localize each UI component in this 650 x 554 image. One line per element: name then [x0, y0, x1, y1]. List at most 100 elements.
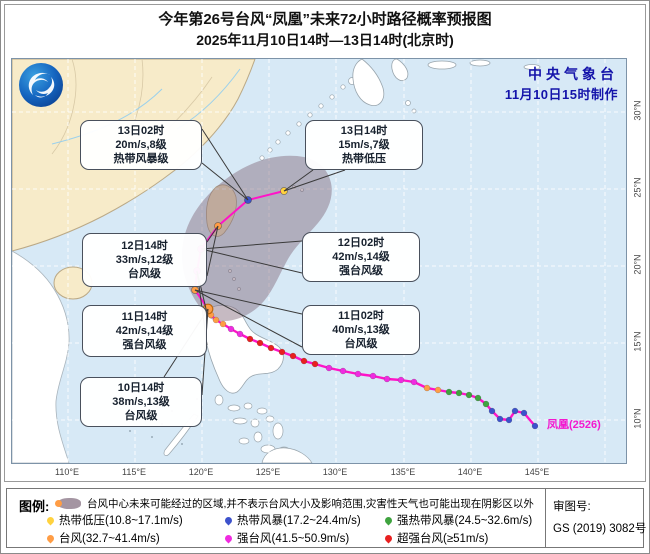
callout-time: 12日02时 — [337, 236, 385, 249]
map-panel: 中央气象台 11月10日15时制作 凤凰(2526) 13日02时 20m/s,8… — [11, 58, 627, 464]
callout-box: 12日14时 33m/s,12级 台风级 — [82, 233, 207, 287]
callout-leader-line — [194, 289, 303, 348]
longitude-tick-label: 120°E — [188, 467, 214, 477]
callout-wind: 38m/s,13级 — [112, 395, 170, 408]
callout-leader-line — [200, 248, 303, 274]
longitude-tick-label: 135°E — [390, 467, 416, 477]
observed-track-point — [531, 422, 539, 430]
callout-intensity: 台风级 — [128, 268, 161, 281]
callout-intensity: 强台风级 — [122, 339, 167, 352]
legend-item-label: 热带风暴(17.2~24.4m/s) — [237, 515, 361, 527]
legend-panel: 图例: 台风中心未来可能经过的区域,并不表示台风大小及影响范围,灾害性天气也可能… — [6, 488, 646, 548]
observed-track-point — [219, 320, 227, 328]
callout-wind: 42m/s,14级 — [115, 324, 174, 337]
callout-leader-line — [283, 169, 314, 192]
observed-track-point — [289, 352, 297, 360]
callout-leader-line — [200, 240, 303, 250]
observed-track-point — [267, 344, 275, 352]
legend-marker-icon — [383, 515, 394, 525]
observed-track-point — [474, 394, 482, 402]
legend-title: 图例: — [19, 499, 50, 514]
callout-leader-line — [201, 128, 249, 201]
latitude-tick-label: 10°N — [632, 408, 643, 429]
callout-wind: 42m/s,14级 — [332, 250, 390, 263]
callout-box: 10日14时 38m/s,13级 台风级 — [80, 377, 202, 427]
longitude-tick-label: 145°E — [524, 467, 550, 477]
observed-track-point — [505, 416, 513, 424]
callout-time: 12日14时 — [121, 239, 168, 252]
province-border — [51, 59, 77, 155]
legend-item-label: 强台风(41.5~50.9m/s) — [237, 533, 350, 545]
legend-marker-icon — [223, 533, 234, 543]
callout-time: 13日02时 — [117, 124, 165, 137]
page-title: 今年第26号台风“凤凰”未来72小时路径概率预报图 — [158, 11, 492, 28]
latitude-tick-label: 25°N — [632, 177, 643, 198]
observed-track-point — [236, 330, 244, 338]
observed-track-point — [339, 367, 347, 375]
legend-item-label: 强热带风暴(24.5~32.6m/s) — [397, 515, 533, 527]
longitude-tick-label: 125°E — [255, 467, 281, 477]
map-review-number: 审图号: GS (2019) 3082号 — [553, 497, 646, 541]
legend-item-label: 超强台风(≥51m/s) — [397, 533, 489, 545]
callout-intensity: 强台风级 — [339, 265, 383, 278]
observed-track-point — [520, 409, 528, 417]
agency-name: 中央气象台 — [528, 66, 618, 82]
callout-box: 13日02时 20m/s,8级 热带风暴级 — [80, 120, 202, 170]
observed-track-point — [227, 325, 235, 333]
observed-track-point — [488, 407, 496, 415]
observed-track-point — [423, 384, 431, 392]
typhoon-name-label: 凤凰(2526) — [547, 419, 601, 431]
observed-track-point — [278, 348, 286, 356]
callout-wind: 33m/s,12级 — [115, 253, 174, 266]
callout-wind: 40m/s,13级 — [332, 323, 390, 336]
observed-track-point — [482, 400, 490, 408]
legend-note: 台风中心未来可能经过的区域,并不表示台风大小及影响范围,灾害性天气也可能出现在阴… — [87, 498, 534, 510]
observed-track-point — [300, 357, 308, 365]
observed-track-point — [496, 415, 504, 423]
callout-intensity: 台风级 — [124, 410, 158, 423]
longitude-tick-label: 110°E — [55, 467, 79, 477]
callout-wind: 15m/s,7级 — [338, 138, 390, 151]
observed-track-point — [311, 360, 319, 368]
issuer-credit: 中央气象台 11月10日15时制作 — [505, 64, 618, 103]
callout-intensity: 热带低压 — [342, 153, 386, 166]
luzon-island — [204, 304, 284, 394]
japan-islands — [352, 59, 541, 106]
callout-leader-line — [283, 169, 346, 192]
callout-leader-line — [201, 162, 249, 201]
review-value: GS (2019) 3082号 — [553, 522, 647, 535]
callout-time: 13日14时 — [340, 124, 388, 137]
legend-marker-icon — [45, 533, 56, 543]
observed-track-point — [465, 391, 473, 399]
observed-track-point — [445, 388, 453, 396]
land-layer — [12, 59, 541, 463]
longitude-tick-label: 130°E — [322, 467, 348, 477]
callout-intensity: 台风级 — [344, 338, 378, 351]
probability-region — [182, 155, 332, 321]
longitude-tick-label: 140°E — [457, 467, 483, 477]
cma-logo-icon — [17, 61, 65, 109]
legend-item: 热带风暴(17.2~24.4m/s) — [223, 512, 361, 528]
observed-track-point — [212, 316, 220, 324]
legend-divider — [545, 489, 546, 547]
longitude-tick-label: 115°E — [122, 467, 146, 477]
callout-leader-line — [194, 289, 303, 315]
observed-track-point — [369, 372, 377, 380]
observed-track-point — [383, 375, 391, 383]
probability-area-icon — [55, 498, 81, 509]
latitude-tick-label: 30°N — [632, 100, 643, 121]
latitude-tick-label: 20°N — [632, 254, 643, 275]
callout-box: 11日14时 42m/s,14级 强台风级 — [82, 305, 207, 357]
legend-item-label: 台风(32.7~41.4m/s) — [59, 533, 160, 545]
latitude-tick-label: 15°N — [632, 331, 643, 352]
legend-item: 超强台风(≥51m/s) — [383, 530, 489, 546]
observed-track-point — [434, 386, 442, 394]
callout-box: 13日14时 15m/s,7级 热带低压 — [305, 120, 423, 170]
observed-track-point — [397, 376, 405, 384]
legend-note-row: 台风中心未来可能经过的区域,并不表示台风大小及影响范围,灾害性天气也可能出现在阴… — [55, 496, 534, 511]
observed-track-point — [455, 389, 463, 397]
issue-time: 11月10日15时制作 — [504, 87, 618, 102]
legend-marker-icon — [383, 533, 394, 543]
legend-item: 强台风(41.5~50.9m/s) — [223, 530, 350, 546]
